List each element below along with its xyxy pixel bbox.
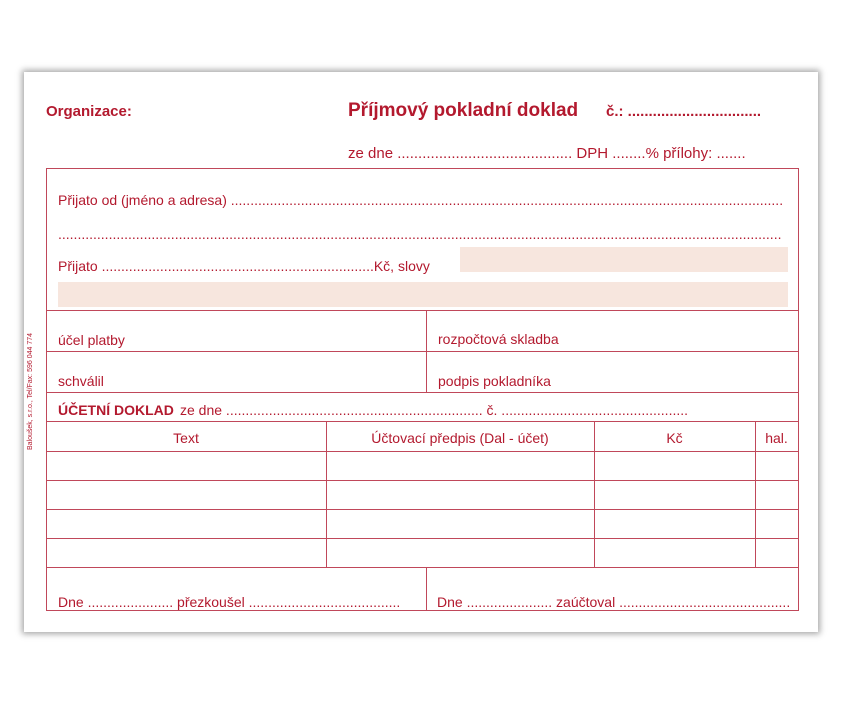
rule-line [46,567,799,568]
rule-line [798,168,799,611]
rule-line [46,509,799,510]
side-imprint: Baloušek, s.r.o., Tel/Fax: 596 044 774 [27,332,34,450]
form-title: Příjmový pokladní doklad [348,100,579,121]
column-text: Text [173,430,199,446]
document-number-field[interactable]: č.: ................................ [606,103,762,120]
rule-line [326,421,327,568]
rule-line [46,421,799,422]
column-czk: Kč [666,430,683,446]
cashier-signature-label: podpis pokladníka [438,373,551,389]
rule-line [46,168,799,169]
column-posting: Účtovací předpis (Dal - účet) [371,430,549,446]
rule-line [46,480,799,481]
rule-line [46,168,47,611]
organization-label: Organizace: [46,103,132,120]
rule-line [426,567,427,611]
accounting-title: ÚČETNÍ DOKLAD [58,402,174,418]
amount-words-box-2[interactable] [58,282,788,307]
received-from-field[interactable]: Přijato od (jméno a adresa) ............… [58,192,784,208]
received-from-line2[interactable]: ........................................… [58,226,782,242]
amount-field[interactable]: Přijato ................................… [58,258,430,274]
rule-line [46,351,799,352]
rule-line [755,421,756,568]
budget-label: rozpočtová skladba [438,331,559,347]
rule-line [46,392,799,393]
rule-line [46,310,799,311]
accounting-date-line[interactable]: ze dne .................................… [180,402,689,418]
rule-line [46,610,799,611]
column-hal: hal. [765,430,788,446]
date-dph-attachments-line[interactable]: ze dne .................................… [348,145,746,162]
amount-words-box[interactable] [460,247,788,272]
rule-line [426,310,427,392]
rule-line [46,451,799,452]
rule-line [594,421,595,568]
checked-by-field[interactable]: Dne ...................... přezkoušel ..… [58,594,401,610]
rule-line [46,538,799,539]
approved-label: schválil [58,373,104,389]
posted-by-field[interactable]: Dne ...................... zaúčtoval ...… [437,594,791,610]
purpose-label: účel platby [58,332,125,348]
